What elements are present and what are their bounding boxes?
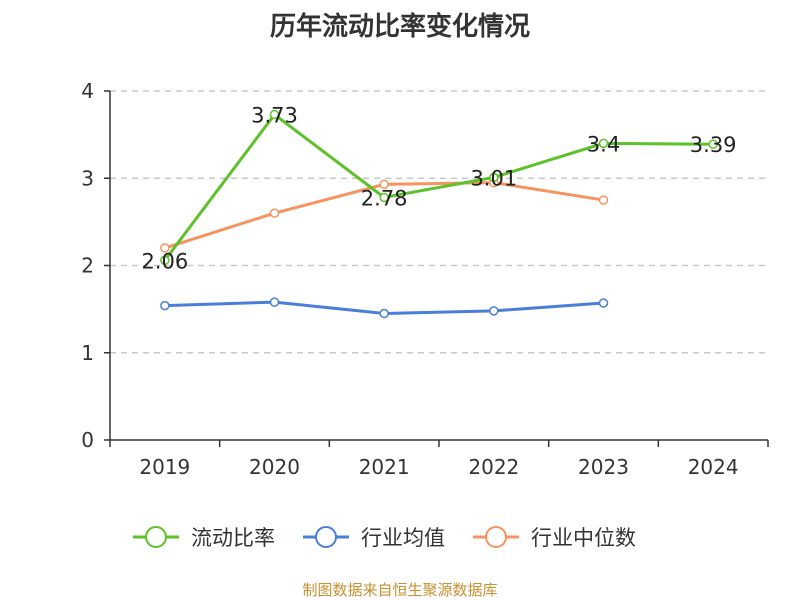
data-point [379,192,389,203]
x-tick-label: 2023 [578,455,629,479]
x-tick-label: 2022 [468,455,519,479]
axes: 0 1 2 3 4 2019 2020 2021 2022 2023 2024 [81,79,769,479]
data-point [708,139,718,149]
series-lines [160,109,718,319]
data-point [379,179,389,190]
legend-label: 行业均值 [361,526,445,550]
legend-swatch-marker [145,526,167,548]
legend-swatch-marker [315,526,337,548]
data-point [269,297,280,307]
series-line [163,113,714,262]
x-tick-label: 2021 [359,455,410,479]
x-tick-label: 2024 [688,455,739,479]
data-point [489,306,499,316]
data-labels: 2.06 3.73 2.78 3.01 3.4 3.39 [141,104,736,274]
data-point [160,255,170,266]
data-label: 3.73 [251,104,298,128]
y-tick-label: 2 [81,254,94,278]
y-tick-label: 3 [81,166,94,190]
legend-label: 行业中位数 [531,526,636,550]
data-label: 2.78 [361,186,408,210]
data-point [598,298,609,308]
chart-title: 历年流动比率变化情况 [269,12,530,42]
legend-swatch-marker [485,526,507,548]
data-point [598,138,609,149]
data-point [269,109,280,120]
data-point [160,300,170,311]
legend-label: 流动比率 [191,526,275,550]
y-tick-label: 4 [81,79,94,103]
x-tick-label: 2020 [249,455,300,479]
data-point [160,243,170,253]
data-point [598,195,609,205]
y-tick-label: 1 [81,341,94,365]
y-tick-label: 0 [81,428,94,452]
legend: 流动比率 行业均值 行业中位数 [133,526,636,550]
data-label: 3.39 [690,133,737,157]
data-point [489,172,499,183]
data-label: 3.01 [470,166,517,190]
x-tick-label: 2019 [139,455,190,479]
data-point [269,208,280,218]
source-note: 制图数据来自恒生聚源数据库 [302,581,498,599]
data-label: 2.06 [141,249,188,273]
data-point [379,308,389,319]
data-label: 3.4 [587,132,620,156]
